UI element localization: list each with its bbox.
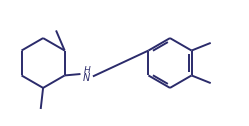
Text: N: N (83, 73, 90, 83)
Text: H: H (83, 66, 90, 75)
